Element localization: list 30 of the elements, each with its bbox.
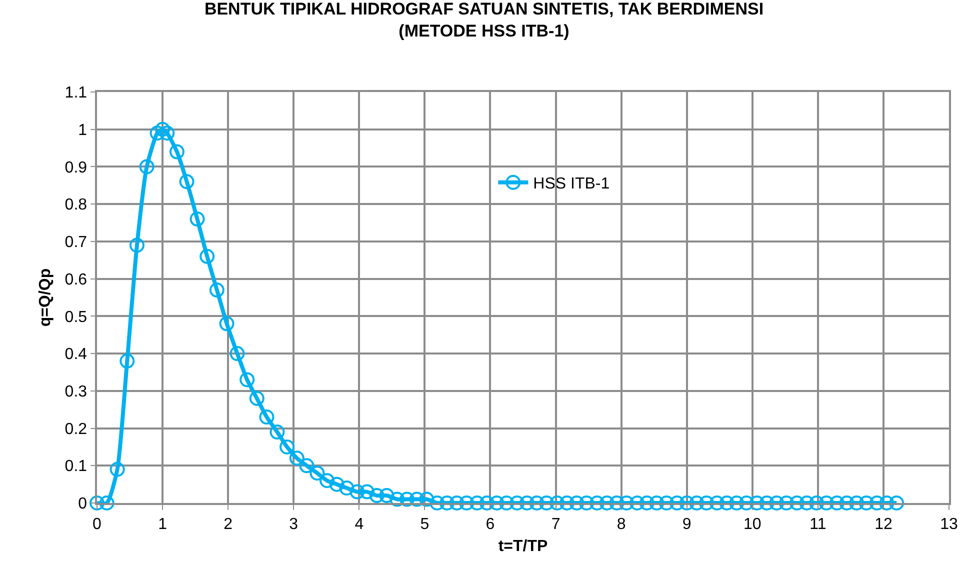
y-tick-label: 0 [78,496,88,513]
x-tick-label: 0 [92,516,102,533]
y-tick-label: 0.8 [64,196,88,214]
y-tick-label: 0.9 [64,159,88,176]
chart-title: BENTUK TIPIKAL HIDROGRAF SATUAN SINTETIS, TAK BERDIMENSI (METODE HSS ITB-1) [204,0,764,41]
x-tick-label: 5 [420,516,430,533]
x-tick-label: 12 [874,516,892,533]
x-tick-label: 8 [616,516,626,533]
x-tick-label: 11 [810,516,826,533]
y-tick-label: 1 [78,122,88,139]
x-tick-label: 4 [354,516,364,533]
x-tick-label: 10 [743,516,762,533]
y-tick-label: 0.2 [64,420,88,438]
y-tick-label: 0.5 [64,308,88,326]
x-tick-label: 7 [551,516,560,533]
x-tick-label: 6 [486,516,495,533]
x-tick-label: 1 [158,516,168,533]
x-tick-label: 9 [682,516,692,533]
y-tick-label: 1.1 [64,84,88,102]
x-axis-title: t=T/TP [498,538,548,556]
y-axis-title: q=Q/Qp [37,268,54,327]
y-tick-label: 0.6 [64,271,88,288]
x-tick-label: 3 [289,516,298,533]
y-tick-label: 0.3 [64,384,88,401]
y-tick-label: 0.1 [64,458,88,476]
x-tick-label: 13 [940,516,958,533]
x-tick-label: 2 [224,516,233,533]
y-tick-label: 0.4 [64,346,88,364]
y-tick-label: 0.7 [64,234,88,252]
legend-label: HSS ITB-1 [533,176,610,193]
